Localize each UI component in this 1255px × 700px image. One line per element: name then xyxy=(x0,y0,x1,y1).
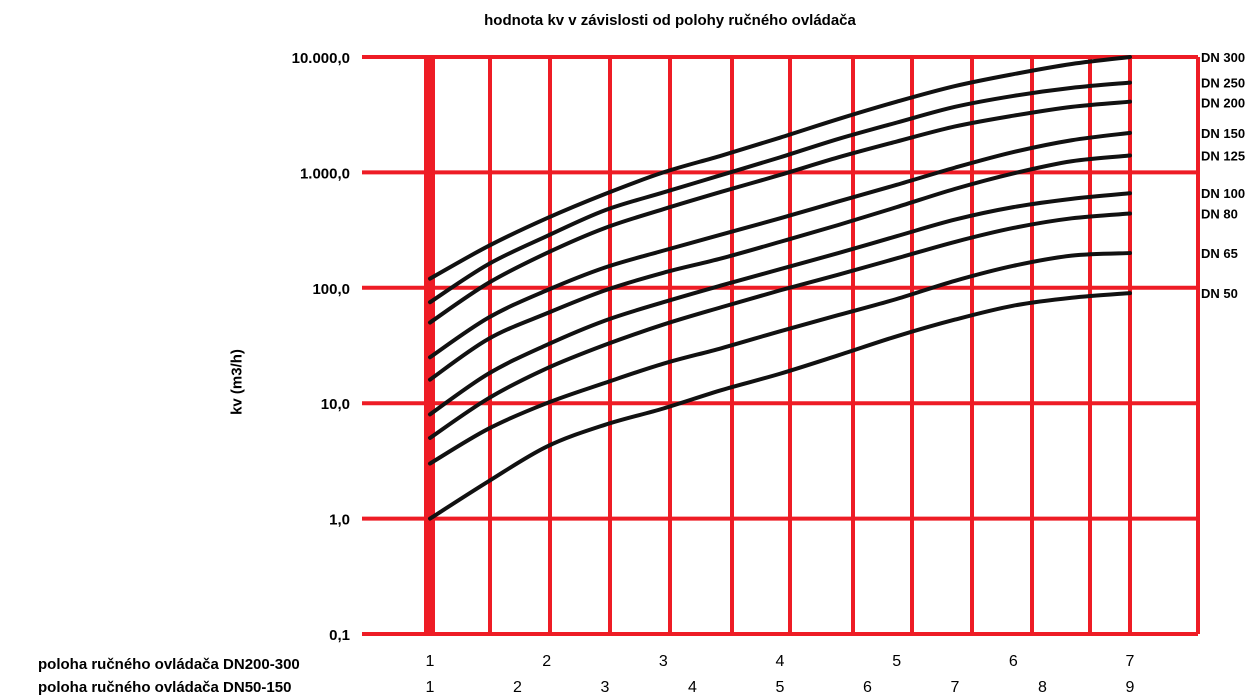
y-tick-label: 100,0 xyxy=(312,281,350,298)
x-tick-label-dn50-150: 7 xyxy=(951,679,960,696)
legend-label: DN 125 xyxy=(1201,149,1245,164)
x-tick-label-dn200-300: 4 xyxy=(776,653,785,670)
x-tick-label-dn50-150: 8 xyxy=(1038,679,1047,696)
x-tick-label-dn200-300: 7 xyxy=(1126,653,1135,670)
legend-label: DN 50 xyxy=(1201,286,1238,301)
series-line-dn-250 xyxy=(428,80,1132,305)
y-tick-label: 0,1 xyxy=(329,627,350,644)
y-tick-label: 10.000,0 xyxy=(292,50,350,67)
x-tick-label-dn50-150: 5 xyxy=(776,679,785,696)
x-tick-label-dn50-150: 1 xyxy=(426,679,435,696)
legend-label: DN 80 xyxy=(1201,207,1238,222)
x-tick-label-dn200-300: 3 xyxy=(659,653,668,670)
x-tick-label-dn200-300: 5 xyxy=(892,653,901,670)
y-tick-label: 10,0 xyxy=(321,396,350,413)
x-tick-label-dn50-150: 2 xyxy=(513,679,522,696)
legend-label: DN 100 xyxy=(1201,186,1245,201)
x-tick-label-dn200-300: 1 xyxy=(426,653,435,670)
y-tick-label: 1.000,0 xyxy=(300,165,350,182)
series-line-dn-65 xyxy=(428,251,1132,466)
x-tick-label-dn50-150: 9 xyxy=(1126,679,1135,696)
grid-line-left-boundary xyxy=(424,57,435,634)
x-tick-label-dn200-300: 2 xyxy=(542,653,551,670)
legend-label: DN 200 xyxy=(1201,96,1245,111)
x-tick-label-dn200-300: 6 xyxy=(1009,653,1018,670)
x-axis-row-label-dn200-300: poloha ručného ovládača DN200-300 xyxy=(38,656,300,673)
series-line-dn-100 xyxy=(428,191,1132,417)
x-tick-label-dn50-150: 4 xyxy=(688,679,697,696)
legend-label: DN 300 xyxy=(1201,50,1245,65)
chart-title: hodnota kv v závislosti od polohy ručnéh… xyxy=(484,12,856,29)
y-tick-label: 1,0 xyxy=(329,512,350,529)
x-axis-row-label-dn50-150: poloha ručného ovládača DN50-150 xyxy=(38,679,292,696)
x-tick-label-dn50-150: 3 xyxy=(601,679,610,696)
series-line-dn-80 xyxy=(428,211,1132,440)
series-line-dn-150 xyxy=(428,130,1132,360)
series-line-dn-300 xyxy=(428,55,1132,281)
series-line-dn-200 xyxy=(428,99,1132,325)
legend-label: DN 150 xyxy=(1201,126,1245,141)
series-line-dn-50 xyxy=(428,291,1132,521)
series-line-dn-125 xyxy=(428,153,1132,382)
legend-label: DN 250 xyxy=(1201,76,1245,91)
x-tick-label-dn50-150: 6 xyxy=(863,679,872,696)
legend-label: DN 65 xyxy=(1201,246,1238,261)
